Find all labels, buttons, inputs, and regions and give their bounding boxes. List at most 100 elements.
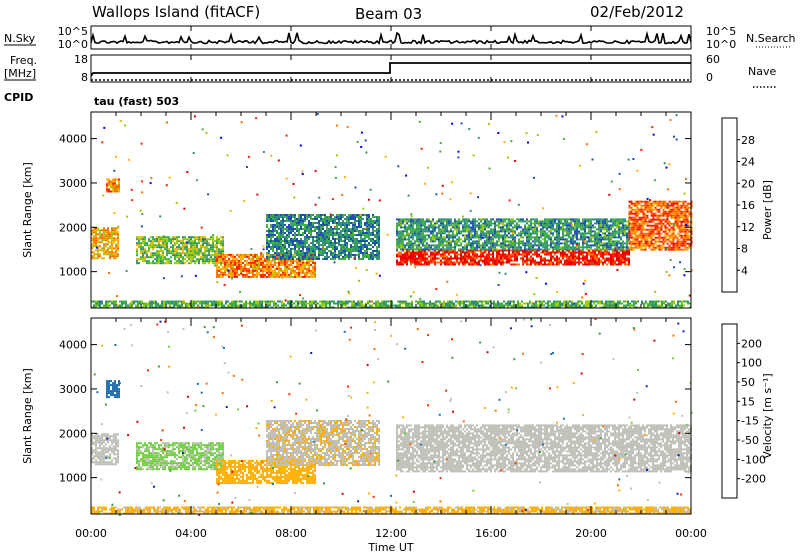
power-cell <box>546 254 548 256</box>
power-cell <box>432 232 434 234</box>
power-cell <box>138 238 140 240</box>
power-cell <box>166 254 168 256</box>
power-cell <box>534 230 536 232</box>
power-cell <box>629 207 631 209</box>
power-cell <box>456 262 458 264</box>
power-cell <box>274 214 276 216</box>
power-cell <box>420 236 422 238</box>
power-cell <box>230 256 232 258</box>
power-cell <box>564 218 566 220</box>
power-cell <box>434 254 436 256</box>
power-cell <box>342 256 344 258</box>
power-cell <box>240 264 242 266</box>
power-cell <box>488 246 490 248</box>
power-cell <box>454 226 456 228</box>
power-cell <box>552 256 554 258</box>
power-cell <box>408 254 410 256</box>
power-cell <box>454 248 456 250</box>
power-cell <box>614 224 616 226</box>
power-cell <box>468 238 470 240</box>
power-cell <box>430 240 432 242</box>
power-cell <box>362 254 364 256</box>
power-cell <box>416 222 418 224</box>
power-cell <box>618 264 620 266</box>
power-cell <box>378 238 380 240</box>
power-cell <box>428 230 430 232</box>
power-cell <box>180 246 182 248</box>
power-cell <box>318 238 320 240</box>
power-cell <box>280 220 282 222</box>
power-cell <box>172 240 174 242</box>
power-cell <box>296 238 298 240</box>
power-cell <box>524 234 526 236</box>
power-cell <box>410 224 412 226</box>
power-cell <box>246 272 248 274</box>
power-cell <box>212 236 214 238</box>
power-cell <box>592 250 594 252</box>
power-cell <box>362 246 364 248</box>
power-cell <box>624 234 626 236</box>
power-cell <box>464 240 466 242</box>
power-cell <box>476 244 478 246</box>
power-cell <box>618 252 620 254</box>
power-cell <box>488 240 490 242</box>
power-cell <box>673 213 675 215</box>
power-cell <box>594 248 596 250</box>
power-cell <box>492 244 494 246</box>
power-cell <box>424 238 426 240</box>
power-cell <box>490 228 492 230</box>
power-cell <box>550 260 552 262</box>
power-cell <box>436 246 438 248</box>
power-cell <box>635 241 637 243</box>
power-cell <box>184 252 186 254</box>
power-cell <box>598 264 600 266</box>
power-cell <box>432 226 434 228</box>
power-cell <box>420 220 422 222</box>
power-cell <box>294 224 296 226</box>
power-cell <box>254 276 256 278</box>
power-cell <box>308 244 310 246</box>
power-cell <box>136 262 138 264</box>
power-cell <box>508 224 510 226</box>
power-cell <box>614 230 616 232</box>
power-cell <box>496 244 498 246</box>
power-cell <box>310 264 312 266</box>
power-cell <box>304 214 306 216</box>
power-cell <box>578 246 580 248</box>
power-cell <box>622 242 624 244</box>
power-cell <box>166 262 168 264</box>
power-cell <box>350 236 352 238</box>
power-cell <box>276 226 278 228</box>
power-cell <box>452 224 454 226</box>
power-cell <box>618 246 620 248</box>
power-cell <box>140 242 142 244</box>
power-cell <box>109 235 111 237</box>
power-cell <box>588 218 590 220</box>
power-cell <box>576 228 578 230</box>
power-cell <box>560 236 562 238</box>
power-cell <box>318 250 320 252</box>
power-cell <box>111 251 113 253</box>
power-cell <box>176 238 178 240</box>
power-cell <box>166 240 168 242</box>
power-cell <box>350 244 352 246</box>
power-cell <box>574 236 576 238</box>
nsky-tick-low: 10^0 <box>58 38 88 51</box>
power-cell <box>112 181 114 183</box>
power-cell <box>651 227 653 229</box>
power-cell <box>671 203 673 205</box>
power-cell <box>639 247 641 249</box>
power-cell <box>484 224 486 226</box>
power-cell <box>661 221 663 223</box>
power-cell <box>344 228 346 230</box>
power-cell <box>669 207 671 209</box>
power-cell <box>402 222 404 224</box>
power-cell <box>586 226 588 228</box>
power-cell <box>420 232 422 234</box>
power-cell <box>342 222 344 224</box>
power-cell <box>498 218 500 220</box>
power-cell <box>288 254 290 256</box>
power-cell <box>378 254 380 256</box>
power-cell <box>552 252 554 254</box>
power-cell <box>109 257 111 259</box>
